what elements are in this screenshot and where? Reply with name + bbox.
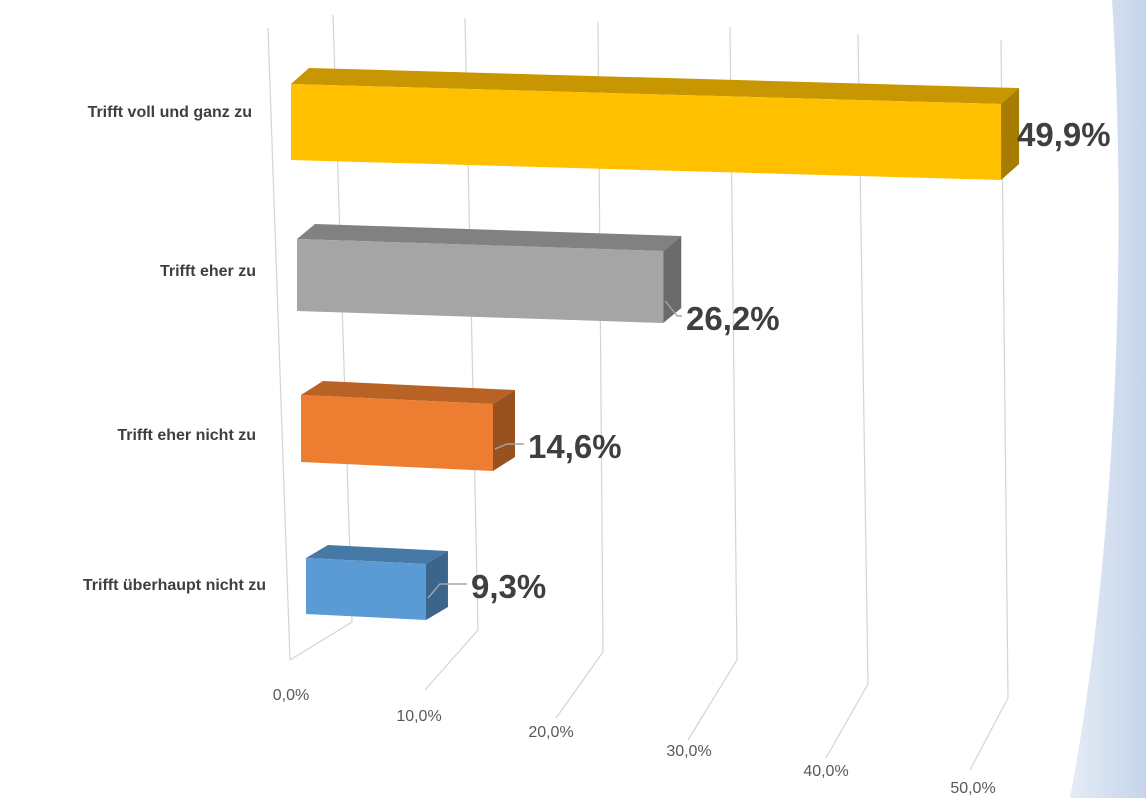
bar-side-face bbox=[425, 551, 448, 620]
gridline bbox=[289, 14, 353, 661]
bar-top-face bbox=[306, 545, 448, 564]
x-tick-label: 0,0% bbox=[273, 687, 309, 704]
gridline bbox=[267, 27, 291, 661]
data-labels: 49,9% 26,2% 14,6% 9,3% bbox=[471, 116, 1111, 605]
category-label: Trifft eher zu bbox=[160, 263, 256, 280]
data-label: 49,9% bbox=[1017, 116, 1111, 153]
bar-front-face bbox=[301, 395, 493, 471]
x-tick-label: 40,0% bbox=[803, 763, 848, 780]
x-tick-label: 20,0% bbox=[528, 724, 573, 741]
leader-line bbox=[664, 300, 682, 317]
data-label-leaders bbox=[427, 300, 682, 599]
bar-front-face bbox=[297, 239, 664, 323]
data-label: 9,3% bbox=[471, 568, 546, 605]
background-arc-decoration bbox=[1070, 0, 1146, 798]
bar-top-face bbox=[297, 224, 682, 251]
category-labels: Trifft voll und ganz zu Trifft eher zu Tri… bbox=[83, 104, 266, 594]
x-tick-label: 10,0% bbox=[396, 708, 441, 725]
bar bbox=[297, 224, 682, 323]
leader-line bbox=[427, 583, 467, 599]
gridline bbox=[687, 26, 738, 741]
gridline bbox=[424, 17, 479, 691]
bar-front-face bbox=[306, 558, 426, 620]
gridlines bbox=[267, 14, 1009, 771]
category-label: Trifft eher nicht zu bbox=[117, 427, 256, 444]
bar-side-face bbox=[1001, 88, 1020, 180]
data-label: 26,2% bbox=[686, 300, 780, 337]
bar-side-face bbox=[492, 390, 515, 471]
category-label: Trifft überhaupt nicht zu bbox=[83, 577, 266, 594]
gridline bbox=[969, 39, 1009, 771]
data-label: 14,6% bbox=[528, 428, 622, 465]
bars bbox=[291, 68, 1020, 620]
x-tick-label: 30,0% bbox=[666, 743, 711, 760]
bar bbox=[291, 68, 1020, 180]
bar bbox=[306, 545, 448, 620]
category-label: Trifft voll und ganz zu bbox=[88, 104, 252, 121]
bar-front-face bbox=[291, 84, 1002, 180]
gridline bbox=[825, 33, 869, 759]
bar-top-face bbox=[291, 68, 1020, 104]
gridline bbox=[555, 21, 604, 719]
bar-top-face bbox=[301, 381, 515, 404]
leader-line bbox=[494, 443, 524, 450]
bar-side-face bbox=[663, 236, 682, 323]
bar bbox=[301, 381, 515, 471]
x-axis-ticks: 0,0% 10,0% 20,0% 30,0% 40,0% 50,0% bbox=[273, 687, 996, 797]
x-tick-label: 50,0% bbox=[950, 780, 995, 797]
